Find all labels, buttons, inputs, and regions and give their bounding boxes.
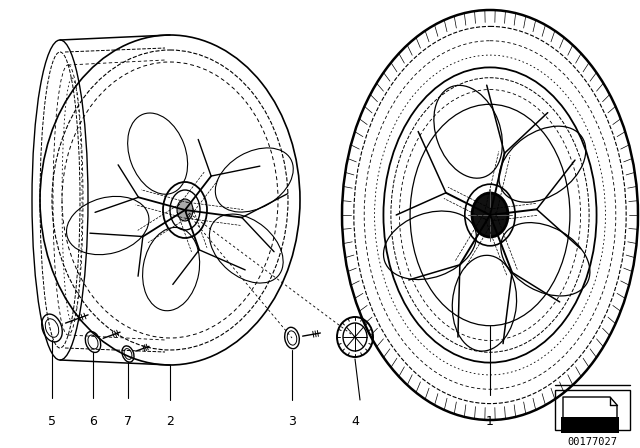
Ellipse shape bbox=[177, 199, 193, 221]
Bar bbox=[555, 390, 630, 430]
Text: 6: 6 bbox=[89, 415, 97, 428]
Text: 4: 4 bbox=[351, 415, 359, 428]
Text: 3: 3 bbox=[288, 415, 296, 428]
Text: 00177027: 00177027 bbox=[567, 437, 617, 447]
Text: 5: 5 bbox=[48, 415, 56, 428]
Text: 1: 1 bbox=[486, 415, 494, 428]
Text: 7: 7 bbox=[124, 415, 132, 428]
Ellipse shape bbox=[472, 193, 508, 237]
Text: 2: 2 bbox=[166, 415, 174, 428]
Bar bbox=[561, 417, 619, 433]
